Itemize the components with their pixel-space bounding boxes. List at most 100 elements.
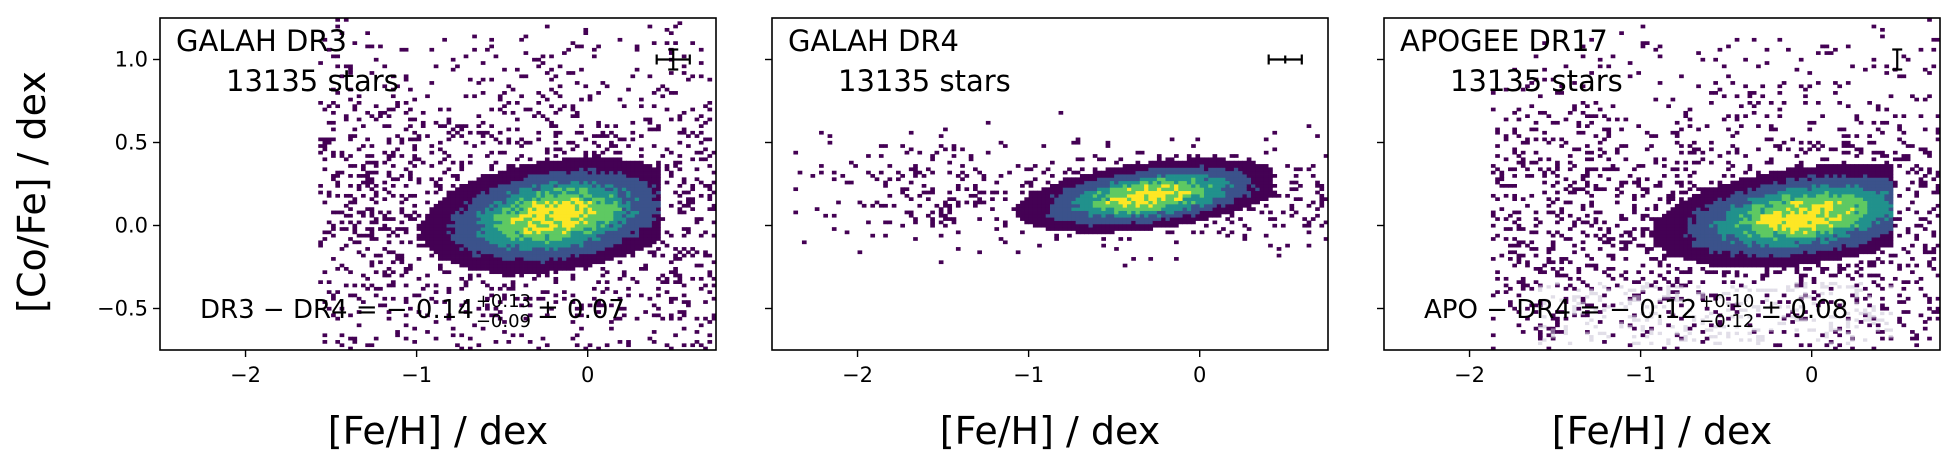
density-cell [446,227,452,231]
density-cell [459,203,465,208]
density-cell [1495,217,1500,221]
density-cell [540,210,546,215]
density-cell [549,77,554,82]
density-cell [596,300,601,304]
density-cell [527,174,533,178]
density-cell [570,273,576,278]
density-cell [1657,230,1663,235]
density-cell [510,247,516,251]
density-cell [1092,187,1098,192]
density-cell [1687,233,1693,238]
density-cell [510,267,516,271]
density-cell [348,71,353,75]
density-cell [1156,160,1162,165]
density-cell [442,237,447,241]
density-cell [476,273,482,278]
density-cell [583,200,589,205]
density-cell [506,170,512,175]
density-cell [1054,223,1059,228]
density-cell [1717,190,1723,195]
density-cell [1037,207,1042,211]
density-cell [1310,200,1316,205]
density-cell [1640,227,1646,231]
density-cell [1097,193,1102,198]
density-cell [634,247,640,251]
density-cell [1679,240,1684,245]
density-cell [519,260,524,265]
density-cell [690,41,696,45]
density-cell [562,190,567,195]
density-cell [574,170,580,175]
density-cell [1246,190,1252,195]
density-cell [476,306,482,311]
density-cell [1713,81,1718,85]
density-cell [1045,207,1051,211]
density-cell [1156,190,1162,195]
density-cell [493,207,499,211]
density-cell [1186,197,1192,201]
density-cell [553,130,559,135]
density-cell [596,223,601,228]
density-cell [1512,306,1517,311]
density-cell [1567,110,1573,115]
density-cell [656,184,661,188]
density-cell [348,336,353,341]
density-cell [553,124,559,128]
density-cell [1251,160,1256,165]
density-cell [1186,164,1192,168]
density-cell [664,107,670,112]
density-cell [540,170,546,175]
density-cell [925,197,931,201]
density-cell [1144,213,1149,218]
density-cell [365,31,370,35]
density-cell [673,270,678,275]
density-cell [442,170,447,175]
density-cell [583,160,589,165]
density-cell [399,140,405,145]
density-cell [1122,223,1128,228]
density-cell [1589,167,1594,172]
density-cell [604,174,610,178]
density-cell [1704,223,1710,228]
density-cell [326,193,332,198]
density-cell [955,230,961,235]
density-cell [446,200,452,205]
density-cell [438,243,443,248]
density-cell [497,197,503,201]
density-cell [1225,197,1231,201]
density-cell [459,193,465,198]
density-cell [1679,144,1684,148]
density-cell [1614,193,1620,198]
density-cell [1251,174,1256,178]
density-cell [459,346,465,350]
density-cell [960,170,965,175]
density-cell [1024,200,1030,205]
density-cell [1067,203,1072,208]
density-cell [489,243,494,248]
density-cell [326,306,332,311]
density-cell [1704,203,1710,208]
density-cell [609,257,614,261]
density-cell [476,223,482,228]
density-cell [1704,124,1710,128]
density-cell [626,240,631,245]
density-cell [1246,200,1252,205]
density-cell [634,243,640,248]
density-cell [1572,243,1577,248]
density-cell [643,237,648,241]
density-cell [677,250,683,255]
density-cell [566,213,571,218]
density-cell [609,303,614,308]
density-cell [1084,207,1089,211]
density-cell [1709,160,1714,165]
density-cell [1721,233,1727,238]
density-cell [1512,150,1517,155]
density-cell [1199,190,1205,195]
density-cell [583,230,589,235]
density-cell [1174,213,1179,218]
density-cell [579,326,584,331]
density-cell [1062,177,1068,182]
density-cell [463,200,469,205]
density-cell [1212,213,1218,218]
density-cell [1597,210,1603,215]
